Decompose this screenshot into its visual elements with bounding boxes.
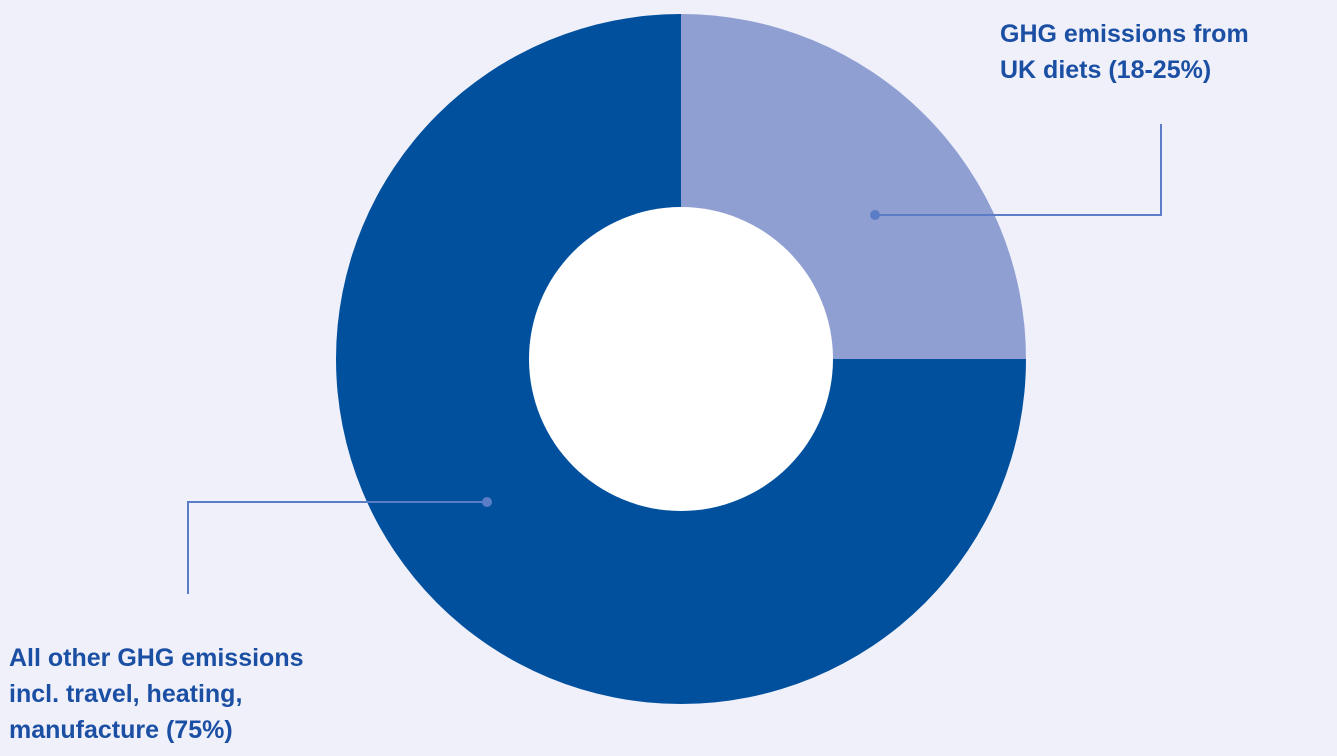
slice-label-other-emissions: All other GHG emissions incl. travel, he… xyxy=(9,640,304,748)
leader-line-other-dot xyxy=(482,497,492,507)
slice-label-line: All other GHG emissions xyxy=(9,644,304,672)
slice-label-line: UK diets (18-25%) xyxy=(1000,56,1212,84)
slice-label-line: GHG emissions from xyxy=(1000,20,1249,48)
leader-line-diet xyxy=(875,124,1162,216)
slice-label-line: incl. travel, heating, xyxy=(9,680,243,708)
leader-line-diet-dot xyxy=(870,210,880,220)
slice-label-line: manufacture (75%) xyxy=(9,716,233,744)
donut-hole xyxy=(529,207,833,511)
leader-line-other xyxy=(187,501,487,594)
slice-label-diet-emissions: GHG emissions from UK diets (18-25%) xyxy=(1000,16,1249,88)
